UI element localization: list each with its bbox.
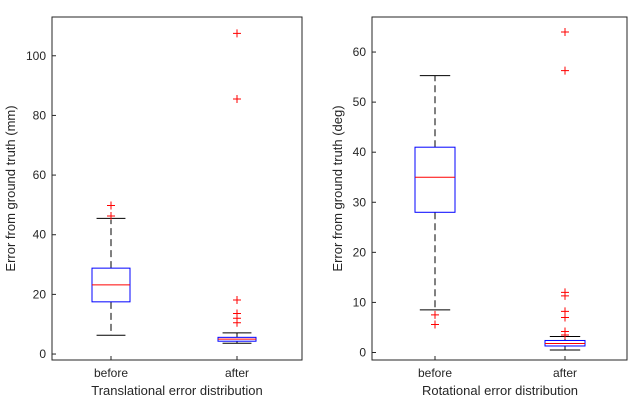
outlier-marker [233,95,241,104]
plot-area-frame [371,16,628,361]
x-tick-label-before: before [94,366,128,380]
plot-area-frame [51,16,303,361]
x-tick-label-after: after [553,366,577,380]
outlier-marker [561,28,569,37]
box-group-before [91,201,131,336]
box-group-before [414,75,456,329]
y-tick-label: 40 [353,145,367,159]
outlier-marker [107,211,115,220]
x-tick-label-before: before [418,366,452,380]
box-group-after [217,29,257,344]
outlier-marker [561,291,569,300]
translational-box-plots: 0 20 40 60 80 100 before after [26,29,257,380]
outlier-marker [233,29,241,38]
y-tick-label: 60 [33,168,47,182]
box-group-after [544,28,586,351]
outlier-marker [233,318,241,327]
rotational-box-plots: 0 10 20 30 40 50 60 before after [353,28,586,380]
interquartile-box [414,146,456,213]
x-axis-label: Rotational error distribution [422,383,578,398]
outlier-marker [561,330,569,339]
outlier-marker [107,201,115,210]
y-axis-label: Error from ground truth (mm) [3,105,18,271]
y-tick-label: 40 [33,228,47,242]
y-tick-label: 20 [33,287,47,301]
outlier-marker [561,66,569,75]
y-tick-label: 20 [353,245,367,259]
y-tick-label: 10 [353,295,367,309]
y-tick-label: 0 [39,347,46,361]
y-tick-label: 80 [33,108,47,122]
outlier-marker [561,313,569,322]
y-tick-label: 50 [353,95,367,109]
rotational-error-panel: 0 10 20 30 40 50 60 before after Rotational erro… [330,16,628,398]
x-tick-label-after: after [225,366,249,380]
y-tick-label: 0 [359,345,366,359]
y-tick-label: 100 [26,49,46,63]
translational-error-panel: 0 20 40 60 80 100 before after Translational er… [3,16,303,398]
x-axis-label: Translational error distribution [91,383,262,398]
y-axis-label: Error from ground truth (deg) [330,105,345,271]
outlier-marker [233,296,241,305]
outlier-marker [431,310,439,319]
y-tick-label: 30 [353,195,367,209]
y-tick-label: 60 [353,45,367,59]
outlier-marker [431,320,439,329]
